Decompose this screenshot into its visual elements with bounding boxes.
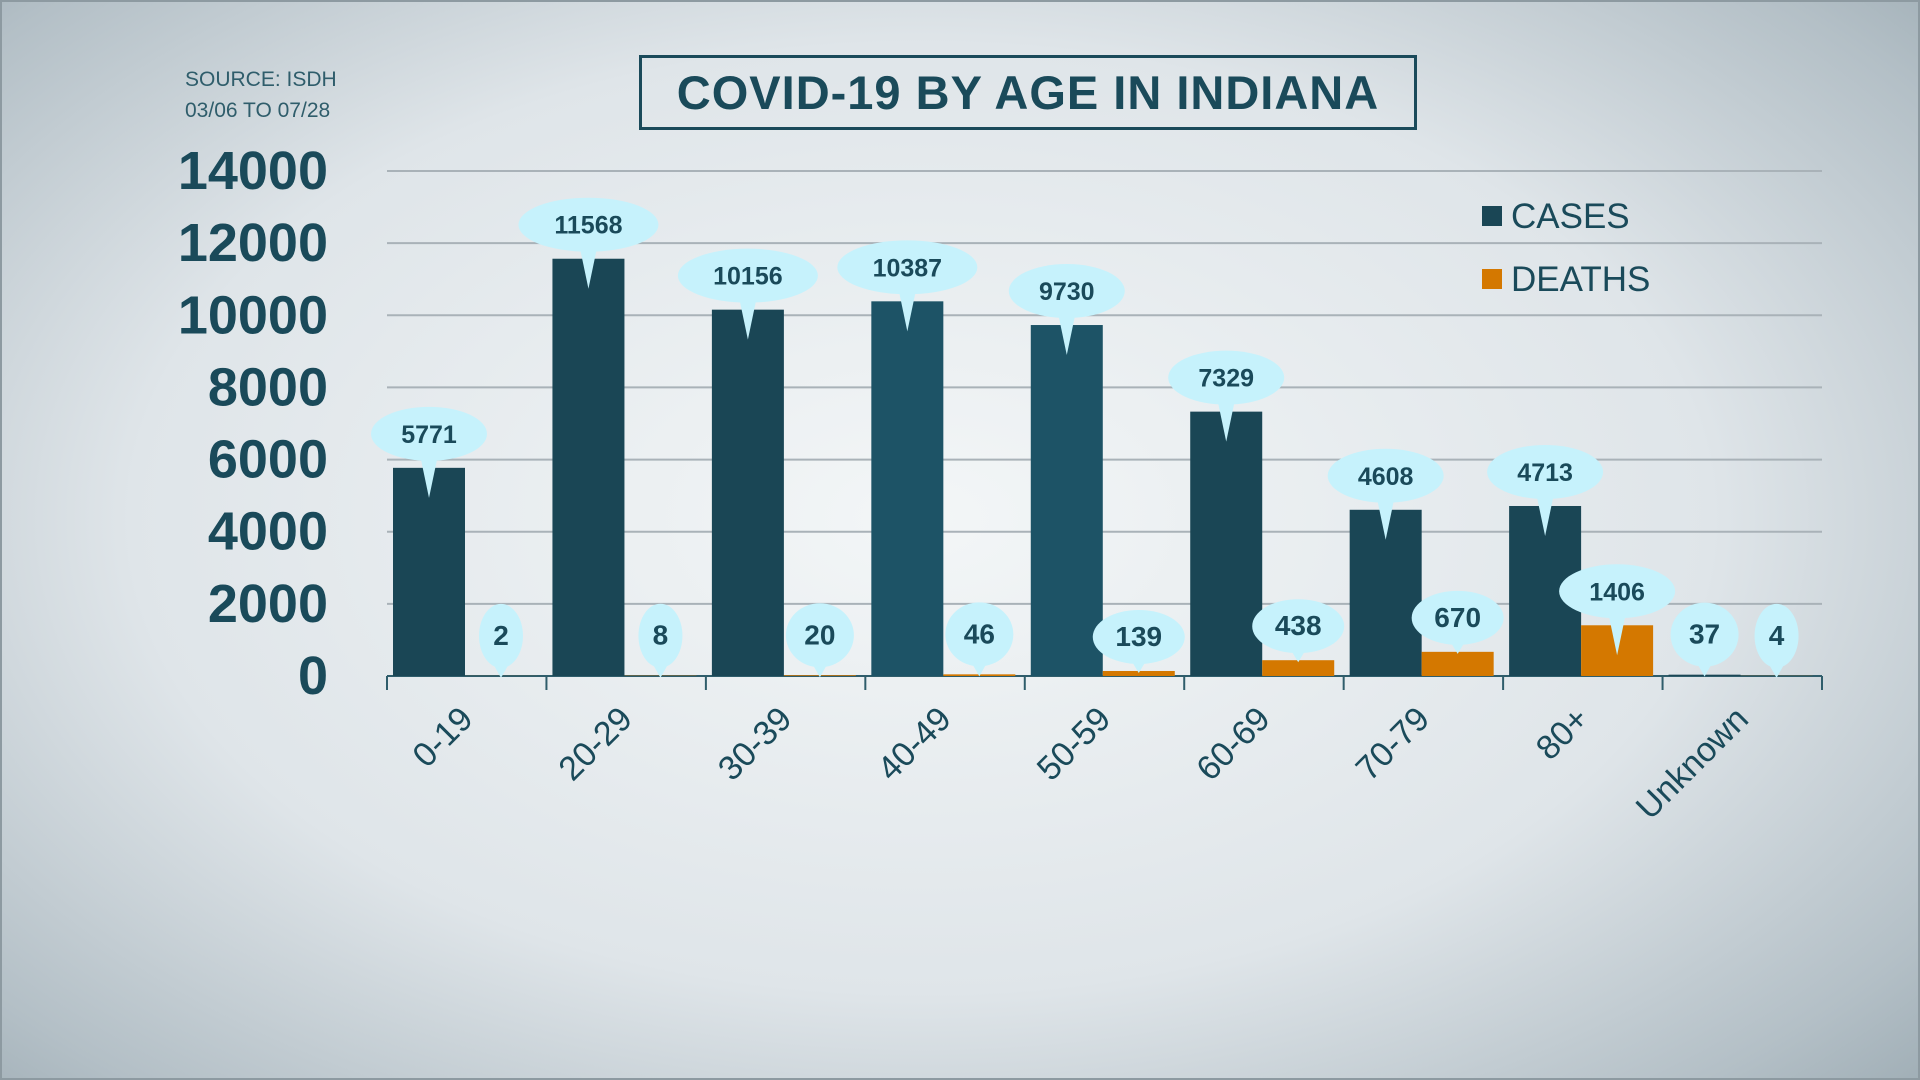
data-label: 2 — [493, 620, 509, 651]
x-tick-label: 30-39 — [711, 700, 799, 788]
data-label-bubble — [1008, 264, 1125, 319]
data-label-bubble — [837, 240, 978, 295]
label-pointer — [579, 245, 598, 289]
data-label-bubble — [945, 602, 1014, 667]
deaths-bar — [1421, 651, 1494, 676]
cases-bar — [871, 301, 944, 676]
data-label-bubble — [518, 197, 659, 252]
label-pointer — [898, 288, 917, 332]
data-label-bubble — [371, 406, 487, 461]
data-label: 4608 — [1358, 463, 1414, 491]
label-pointer — [1376, 496, 1395, 540]
y-tick-label: 12000 — [178, 213, 328, 273]
data-label: 11568 — [554, 212, 622, 240]
data-label: 438 — [1275, 610, 1322, 641]
data-label: 10156 — [713, 263, 783, 291]
date-range: 03/06 TO 07/28 — [185, 99, 331, 122]
y-tick-label: 10000 — [178, 285, 328, 345]
y-tick-label: 8000 — [208, 357, 328, 417]
label-pointer — [1608, 612, 1627, 656]
chart-title: COVID-19 BY AGE IN INDIANA — [639, 55, 1417, 130]
legend-label: CASES — [1511, 197, 1630, 236]
x-tick-label: 0-19 — [405, 700, 480, 775]
data-label: 139 — [1115, 621, 1162, 652]
deaths-bar — [1262, 660, 1335, 676]
y-tick-label: 4000 — [208, 502, 328, 562]
label-pointer — [1536, 492, 1555, 536]
source-line: SOURCE: ISDH — [185, 68, 337, 91]
data-label: 4713 — [1517, 459, 1573, 487]
legend-label: DEATHS — [1511, 260, 1650, 299]
deaths-bar — [1102, 670, 1175, 676]
cases-bar — [393, 467, 465, 676]
x-tick-label: 70-79 — [1349, 700, 1437, 788]
data-label: 46 — [964, 618, 995, 649]
y-tick-label: 6000 — [208, 430, 328, 490]
data-label-bubble — [638, 603, 683, 668]
data-label-bubble — [1327, 448, 1444, 503]
x-tick-label: Unknown — [1629, 700, 1756, 827]
data-label-bubble — [677, 248, 818, 303]
label-pointer — [420, 454, 438, 498]
label-pointer — [1217, 398, 1236, 442]
y-tick-label: 14000 — [178, 141, 328, 201]
legend-swatch — [1482, 269, 1502, 289]
cases-bar — [1190, 411, 1263, 676]
data-label-bubble — [1168, 350, 1285, 405]
x-tick-label: 20-29 — [551, 700, 639, 788]
data-label-bubble — [1670, 602, 1739, 667]
data-label: 8 — [653, 620, 669, 651]
x-tick-label: 40-49 — [870, 700, 958, 788]
x-tick-label: 80+ — [1529, 700, 1597, 768]
data-label: 4 — [1769, 620, 1785, 651]
cases-bar — [1030, 325, 1103, 676]
data-label: 20 — [804, 619, 835, 650]
legend-swatch — [1482, 206, 1502, 226]
data-label: 9730 — [1039, 278, 1095, 306]
data-label-bubble — [1092, 609, 1185, 664]
cases-bar — [552, 258, 625, 676]
data-label: 10387 — [873, 254, 943, 282]
y-tick-label: 2000 — [208, 574, 328, 634]
data-label-bubble — [1754, 603, 1799, 668]
data-label-bubble — [479, 603, 523, 668]
data-label-bubble — [1559, 564, 1676, 619]
x-tick-label: 60-69 — [1189, 700, 1277, 788]
source-note: SOURCE: ISDH 03/06 TO 07/28 — [185, 64, 337, 126]
data-label-bubble — [1411, 590, 1504, 645]
label-pointer — [738, 296, 757, 340]
data-label: 7329 — [1198, 365, 1254, 393]
cases-bar — [711, 309, 784, 676]
data-label-bubble — [785, 603, 854, 668]
data-label: 1406 — [1589, 578, 1645, 606]
x-tick-label: 50-59 — [1030, 700, 1118, 788]
data-label-bubble — [1252, 599, 1345, 654]
data-label: 5771 — [401, 421, 457, 449]
data-label: 37 — [1689, 619, 1720, 650]
data-label-bubble — [1487, 444, 1604, 499]
label-pointer — [1057, 312, 1076, 356]
y-tick-label: 0 — [298, 646, 328, 706]
data-label: 670 — [1434, 602, 1481, 633]
